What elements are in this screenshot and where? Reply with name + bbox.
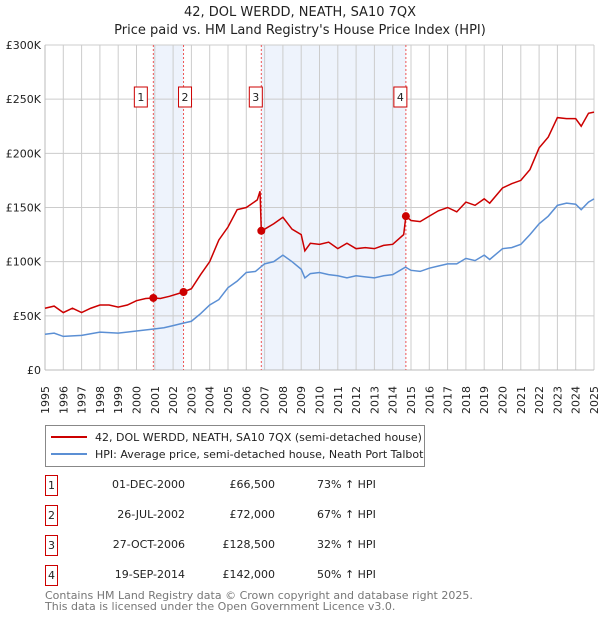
legend-swatch-blue <box>51 453 87 455</box>
y-tick-label: £0 <box>27 364 41 377</box>
x-tick-label: 2001 <box>149 386 162 414</box>
x-tick-label: 2013 <box>368 386 381 414</box>
sale-row: 3 27-OCT-2006 £128,500 32% ↑ HPI <box>45 535 445 556</box>
x-tick-label: 2016 <box>423 386 436 414</box>
x-tick-label: 2024 <box>570 386 583 414</box>
x-tick-label: 2017 <box>442 386 455 414</box>
plot-area: 1995 1996 1997 1998 1999 2000 2001 2002 2003 2004… <box>6 39 600 414</box>
chart-title: 42, DOL WERDD, NEATH, SA10 7QX <box>183 5 417 20</box>
x-tick-label: 2014 <box>387 386 400 414</box>
series-line <box>44 111 595 314</box>
y-tick-label: £300K <box>6 39 42 52</box>
sale-row: 4 19-SEP-2014 £142,000 50% ↑ HPI <box>45 565 445 586</box>
x-tick-label: 2000 <box>131 386 144 414</box>
sale-number: 4 <box>45 565 58 586</box>
sale-date: 01-DEC-2000 <box>111 478 185 491</box>
x-tick-label: 2004 <box>204 386 217 414</box>
sale-hpi-change: 50% ↑ HPI <box>317 568 376 581</box>
x-tick-label: 1996 <box>57 386 70 414</box>
x-tick-label: 2023 <box>551 386 564 414</box>
legend: 42, DOL WERDD, NEATH, SA10 7QX (semi-det… <box>45 425 425 467</box>
x-tick-label: 2020 <box>497 386 510 414</box>
sale-label-box <box>178 86 193 108</box>
x-tick-label: 1998 <box>94 386 107 414</box>
sale-hpi-change: 32% ↑ HPI <box>317 538 376 551</box>
legend-swatch-red <box>51 436 87 438</box>
x-tick-label: 2010 <box>314 386 327 414</box>
x-tick-label: 2008 <box>277 386 290 414</box>
sale-point <box>149 293 158 302</box>
sale-price: £142,000 <box>222 568 276 581</box>
x-tick-label: 2015 <box>405 386 418 414</box>
sale-price: £128,500 <box>222 538 276 551</box>
x-tick-label: 2025 <box>588 386 600 414</box>
sale-number: 3 <box>45 535 58 556</box>
sale-price: £72,000 <box>229 508 276 521</box>
sale-point <box>257 226 266 235</box>
footer: Contains HM Land Registry data © Crown c… <box>45 590 473 612</box>
sale-number: 2 <box>45 505 58 526</box>
sale-label: 2 <box>182 91 189 104</box>
series-line <box>44 198 595 338</box>
sale-date: 27-OCT-2006 <box>112 538 185 551</box>
x-tick-label: 1997 <box>76 386 89 414</box>
x-tick-label: 2012 <box>350 386 363 414</box>
x-tick-label: 2002 <box>167 386 180 414</box>
legend-item-property: 42, DOL WERDD, NEATH, SA10 7QX (semi-det… <box>51 429 422 445</box>
x-tick-label: 1995 <box>39 386 52 414</box>
sale-point <box>179 288 188 296</box>
legend-label: 42, DOL WERDD, NEATH, SA10 7QX (semi-det… <box>95 430 422 444</box>
y-tick-label: £250K <box>6 93 42 106</box>
sale-price: £66,500 <box>229 478 276 491</box>
x-tick-label: 2019 <box>478 386 491 414</box>
x-tick-label: 2006 <box>240 386 253 414</box>
sale-hpi-change: 73% ↑ HPI <box>317 478 376 491</box>
chart-subtitle: Price paid vs. HM Land Registry's House … <box>114 23 486 38</box>
y-tick-label: £200K <box>6 147 42 160</box>
sale-date: 26-JUL-2002 <box>117 508 185 521</box>
x-tick-label: 2009 <box>295 386 308 414</box>
footer-line: Contains HM Land Registry data © Crown c… <box>45 589 473 602</box>
x-tick-label: 2018 <box>460 386 473 414</box>
x-tick-label: 2021 <box>515 386 528 414</box>
sale-row: 1 01-DEC-2000 £66,500 73% ↑ HPI <box>45 475 445 496</box>
sale-row: 2 26-JUL-2002 £72,000 67% ↑ HPI <box>45 505 445 526</box>
sale-hpi-change: 67% ↑ HPI <box>317 508 376 521</box>
footer-line: This data is licensed under the Open Gov… <box>45 600 396 613</box>
sale-label-box <box>248 86 263 108</box>
sale-date: 19-SEP-2014 <box>114 568 185 581</box>
sale-label: 4 <box>397 91 404 104</box>
y-tick-label: £150K <box>6 202 42 215</box>
x-tick-label: 2003 <box>185 386 198 414</box>
legend-label: HPI: Average price, semi-detached house,… <box>95 447 424 461</box>
x-tick-label: 2007 <box>259 386 272 414</box>
x-tick-label: 2011 <box>332 386 345 414</box>
sale-point <box>401 212 410 221</box>
y-tick-label: £50K <box>13 310 42 323</box>
y-tick-label: £100K <box>6 256 42 269</box>
sale-label-box <box>133 86 148 108</box>
sale-label-box <box>393 86 408 108</box>
sale-label: 3 <box>252 91 259 104</box>
x-tick-label: 2022 <box>533 386 546 414</box>
legend-item-hpi: HPI: Average price, semi-detached house,… <box>51 446 423 462</box>
x-tick-label: 2005 <box>222 386 235 414</box>
sale-label: 1 <box>137 91 144 104</box>
sale-number: 1 <box>45 475 58 496</box>
x-tick-label: 1999 <box>112 386 125 414</box>
